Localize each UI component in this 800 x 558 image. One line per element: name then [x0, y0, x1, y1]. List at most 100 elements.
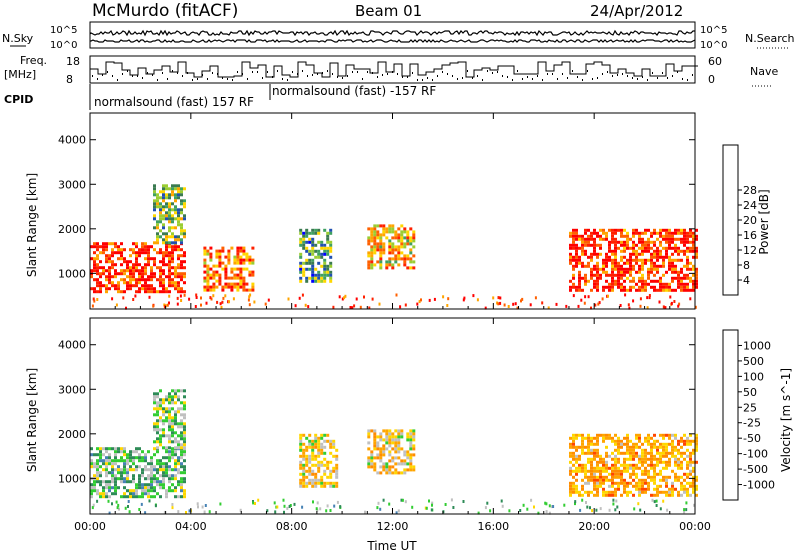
- heatmap-cell: [620, 475, 623, 479]
- heatmap-cell: [177, 456, 180, 460]
- heatmap-speck: [550, 505, 553, 509]
- heatmap-cell: [326, 249, 330, 253]
- heatmap-cell: [135, 284, 138, 288]
- x-tick-label: 00:00: [679, 520, 711, 533]
- heatmap-cell: [168, 456, 171, 460]
- heatmap-cell: [159, 404, 162, 408]
- heatmap-cell: [99, 251, 102, 255]
- heatmap-cell: [141, 486, 144, 490]
- heatmap-cell: [168, 290, 171, 294]
- heatmap-cell: [686, 249, 689, 253]
- heatmap-cell: [617, 436, 620, 440]
- heatmap-cell: [144, 251, 147, 255]
- heatmap-cell: [611, 240, 614, 244]
- heatmap-cell: [412, 435, 416, 439]
- heatmap-cell: [209, 258, 213, 262]
- heatmap-cell: [370, 248, 374, 252]
- heatmap-cell: [150, 468, 153, 472]
- heatmap-cell: [680, 493, 683, 497]
- heatmap-cell: [90, 257, 93, 261]
- heatmap-cell: [314, 228, 318, 232]
- heatmap-speck: [376, 506, 379, 510]
- heatmap-cell: [674, 231, 677, 235]
- heatmap-cell: [620, 234, 623, 238]
- heatmap-cell: [141, 468, 144, 472]
- heatmap-speck: [664, 306, 667, 310]
- heatmap-cell: [174, 495, 177, 499]
- heatmap-speck: [565, 304, 568, 308]
- heatmap-cell: [584, 282, 587, 286]
- heatmap-cell: [108, 269, 111, 273]
- freq-trace: [89, 61, 698, 78]
- heatmap-cell: [335, 481, 339, 485]
- heatmap-cell: [599, 466, 602, 470]
- heatmap-cell: [370, 266, 374, 270]
- heatmap-cell: [126, 269, 129, 273]
- heatmap-cell: [409, 429, 413, 433]
- heatmap-cell: [180, 413, 183, 417]
- heatmap-speck: [411, 505, 414, 509]
- heatmap-cell: [320, 448, 324, 452]
- heatmap-cell: [162, 446, 165, 450]
- heatmap-cell: [156, 278, 159, 282]
- heatmap-cell: [403, 459, 407, 463]
- heatmap-cell: [180, 437, 183, 441]
- heatmap-cell: [683, 264, 686, 268]
- heatmap-cell: [132, 477, 135, 481]
- heatmap-cell: [326, 270, 330, 274]
- heatmap-cell: [183, 235, 186, 239]
- heatmap-cell: [635, 466, 638, 470]
- heatmap-cell: [593, 231, 596, 235]
- nave-dot: [167, 78, 168, 80]
- heatmap-cell: [367, 447, 371, 451]
- heatmap-cell: [183, 407, 186, 411]
- heatmap-cell: [90, 287, 93, 291]
- heatmap-cell: [569, 246, 572, 250]
- heatmap-cell: [620, 240, 623, 244]
- heatmap-cell: [153, 413, 156, 417]
- heatmap-cell: [90, 489, 93, 493]
- heatmap-cell: [177, 275, 180, 279]
- heatmap-cell: [308, 472, 312, 476]
- heatmap-cell: [400, 236, 404, 240]
- nave-dot: [542, 79, 543, 81]
- heatmap-cell: [114, 287, 117, 291]
- heatmap-cell: [590, 276, 593, 280]
- heatmap-cell: [617, 439, 620, 443]
- heatmap-cell: [376, 245, 380, 249]
- heatmap-cell: [233, 273, 237, 277]
- heatmap-cell: [236, 276, 240, 280]
- heatmap-cell: [677, 273, 680, 277]
- heatmap-cell: [668, 243, 671, 247]
- heatmap-cell: [653, 243, 656, 247]
- heatmap-cell: [581, 261, 584, 265]
- heatmap-cell: [242, 249, 246, 253]
- heatmap-cell: [662, 460, 665, 464]
- nave-tick-bottom: 0: [708, 73, 715, 86]
- heatmap-cell: [156, 235, 159, 239]
- heatmap-cell: [180, 278, 183, 282]
- heatmap-cell: [626, 481, 629, 485]
- heatmap-cell: [209, 267, 213, 271]
- heatmap-cell: [382, 233, 386, 237]
- heatmap-cell: [221, 285, 225, 289]
- heatmap-cell: [608, 228, 611, 232]
- heatmap-speck: [200, 296, 202, 300]
- heatmap-cell: [611, 493, 614, 497]
- heatmap-cell: [650, 279, 653, 283]
- heatmap-cell: [90, 453, 93, 457]
- heatmap-speck: [430, 508, 433, 512]
- heatmap-cell: [617, 276, 620, 280]
- heatmap-cell: [635, 261, 638, 265]
- heatmap-cell: [400, 224, 404, 228]
- heatmap-cell: [674, 487, 677, 491]
- heatmap-cell: [397, 429, 401, 433]
- heatmap-cell: [180, 407, 183, 411]
- heatmap-cell: [632, 264, 635, 268]
- heatmap-cell: [644, 231, 647, 235]
- heatmap-cell: [379, 239, 383, 243]
- heatmap-cell: [206, 267, 210, 271]
- heatmap-cell: [650, 240, 653, 244]
- freq-traces: [89, 61, 698, 81]
- heatmap-cell: [165, 489, 168, 493]
